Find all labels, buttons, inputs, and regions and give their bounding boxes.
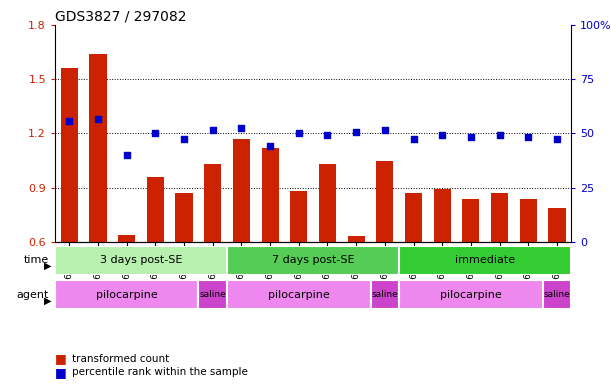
- Point: [552, 136, 562, 142]
- Bar: [227, 280, 370, 309]
- Text: pilocarpine: pilocarpine: [440, 290, 502, 300]
- Bar: [348, 237, 365, 242]
- Bar: [55, 280, 199, 309]
- Point: [93, 116, 103, 122]
- Bar: [147, 177, 164, 242]
- Bar: [233, 139, 250, 242]
- Bar: [175, 193, 192, 242]
- Point: [380, 127, 390, 133]
- Bar: [118, 235, 135, 242]
- Point: [351, 129, 361, 135]
- Text: ■: ■: [55, 353, 67, 366]
- Point: [208, 127, 218, 133]
- Bar: [89, 54, 107, 242]
- Bar: [204, 164, 221, 242]
- Bar: [55, 246, 227, 275]
- Bar: [319, 164, 336, 242]
- Text: saline: saline: [371, 290, 398, 299]
- Bar: [463, 199, 480, 242]
- Bar: [399, 280, 543, 309]
- Point: [122, 152, 131, 158]
- Point: [323, 132, 332, 138]
- Bar: [491, 193, 508, 242]
- Point: [524, 134, 533, 140]
- Text: 7 days post-SE: 7 days post-SE: [272, 255, 354, 265]
- Bar: [520, 199, 537, 242]
- Text: 3 days post-SE: 3 days post-SE: [100, 255, 182, 265]
- Bar: [370, 280, 399, 309]
- Text: pilocarpine: pilocarpine: [268, 290, 330, 300]
- Bar: [399, 246, 571, 275]
- Text: transformed count: transformed count: [72, 354, 169, 364]
- Bar: [376, 161, 393, 242]
- Point: [236, 125, 246, 131]
- Bar: [290, 191, 307, 242]
- Text: ■: ■: [55, 366, 67, 379]
- Text: immediate: immediate: [455, 255, 515, 265]
- Bar: [262, 148, 279, 242]
- Bar: [199, 280, 227, 309]
- Text: ▶: ▶: [45, 261, 52, 271]
- Text: ▶: ▶: [45, 295, 52, 305]
- Point: [409, 136, 419, 142]
- Text: agent: agent: [16, 290, 49, 300]
- Text: time: time: [24, 255, 49, 265]
- Bar: [60, 68, 78, 242]
- Point: [495, 132, 505, 138]
- Point: [466, 134, 476, 140]
- Point: [64, 118, 74, 124]
- Bar: [543, 280, 571, 309]
- Text: saline: saline: [544, 290, 570, 299]
- Text: saline: saline: [199, 290, 226, 299]
- Text: percentile rank within the sample: percentile rank within the sample: [72, 367, 248, 377]
- Point: [437, 132, 447, 138]
- Point: [294, 131, 304, 137]
- Bar: [227, 246, 399, 275]
- Text: pilocarpine: pilocarpine: [96, 290, 158, 300]
- Point: [265, 143, 275, 149]
- Point: [150, 131, 160, 137]
- Bar: [548, 208, 566, 242]
- Point: [179, 136, 189, 142]
- Text: GDS3827 / 297082: GDS3827 / 297082: [55, 10, 186, 24]
- Bar: [434, 189, 451, 242]
- Bar: [405, 193, 422, 242]
